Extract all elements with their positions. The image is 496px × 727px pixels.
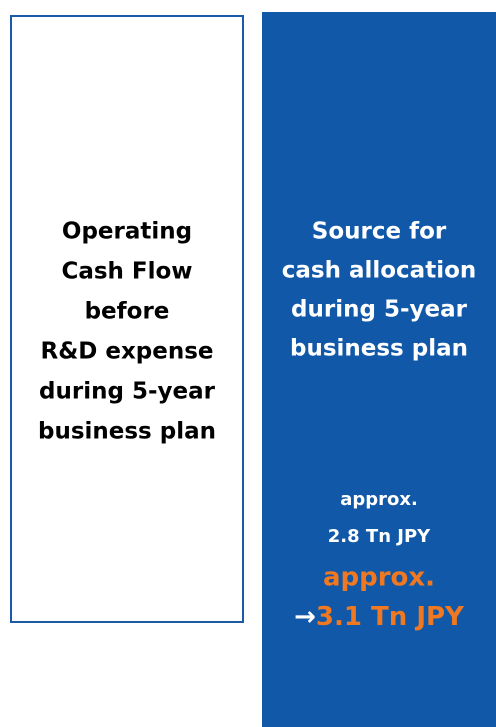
text-line: business plan [38,419,216,445]
text-line: during 5-year [39,379,216,405]
text-line: cash allocation [282,258,477,284]
previous-value: 2.8 Tn JPY [328,526,431,547]
operating-cash-flow-box [10,15,244,623]
text-line: before [85,299,170,325]
text-line: Operating [62,219,192,245]
arrow: → [294,602,316,632]
revised-value: 3.1 Tn JPY [316,602,465,632]
revised-prefix: approx. [323,563,435,593]
left-box-text: Operating Cash Flow before R&D expense durin… [38,219,216,445]
text-line: Cash Flow [61,259,192,285]
text-line: Source for [312,219,447,245]
right-box-text: Source for cash allocation during 5-year bu… [282,219,477,362]
text-line: R&D expense [40,339,213,365]
previous-prefix: approx. [340,489,418,510]
cash-allocation-box [262,12,496,727]
text-line: business plan [290,336,468,362]
text-line: during 5-year [291,297,468,323]
revised-estimate: →3.1 Tn JPY [294,602,465,632]
